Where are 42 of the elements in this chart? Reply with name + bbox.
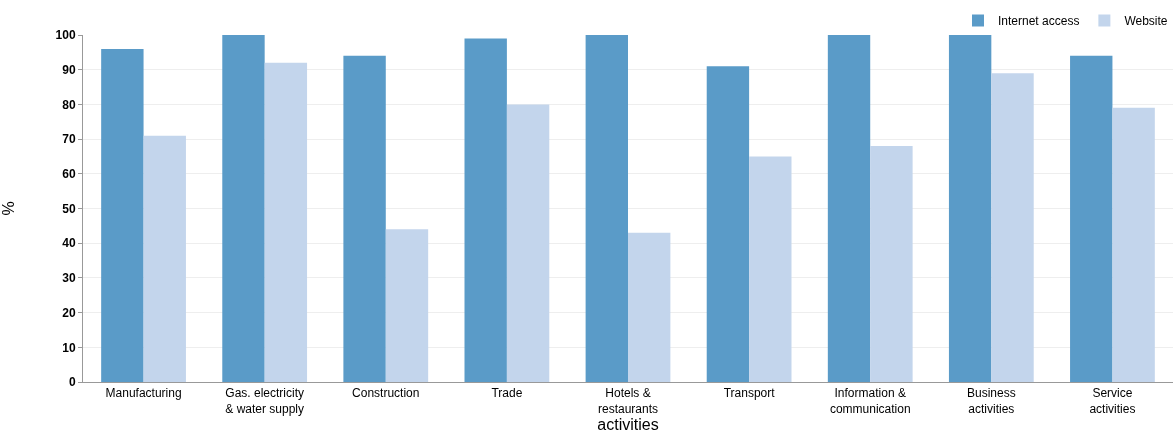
y-tick-label: 80 bbox=[62, 97, 76, 112]
bar bbox=[506, 104, 550, 382]
bar bbox=[870, 146, 913, 382]
y-tick-label: 40 bbox=[62, 236, 76, 251]
y-tick-label: 60 bbox=[62, 167, 76, 181]
bar bbox=[948, 35, 992, 382]
y-tick-label: 20 bbox=[62, 305, 76, 320]
bar bbox=[628, 232, 671, 382]
bar bbox=[101, 48, 144, 382]
y-tick-label: 30 bbox=[62, 271, 76, 286]
x-tick-label: Business activities bbox=[966, 386, 1016, 416]
y-tick-label: 100 bbox=[55, 28, 76, 43]
x-tick-label: Information & communication bbox=[829, 386, 911, 416]
legend-label: Internet access bbox=[998, 14, 1080, 29]
y-tick-label: 90 bbox=[62, 62, 76, 77]
bar bbox=[464, 38, 507, 382]
y-tick-label: 70 bbox=[62, 132, 76, 147]
x-tick-label: Trade bbox=[491, 386, 523, 401]
bar bbox=[343, 55, 386, 382]
bar bbox=[1112, 107, 1155, 382]
x-tick-label: Construction bbox=[352, 386, 420, 401]
bar bbox=[585, 35, 628, 382]
bar bbox=[749, 156, 792, 382]
bar bbox=[143, 135, 186, 382]
bar bbox=[264, 62, 308, 382]
bar bbox=[706, 66, 750, 382]
bar bbox=[385, 229, 429, 382]
y-axis-title: % bbox=[0, 201, 17, 216]
bar bbox=[1070, 55, 1113, 382]
x-axis-title: activities bbox=[597, 416, 659, 433]
bar bbox=[827, 35, 871, 382]
y-tick-label: 10 bbox=[62, 340, 76, 355]
x-tick-label: Manufacturing bbox=[105, 386, 182, 401]
y-tick-label: 0 bbox=[68, 375, 76, 390]
bar bbox=[222, 35, 265, 382]
legend-label: Website bbox=[1124, 14, 1168, 29]
x-tick-label: Transport bbox=[723, 386, 776, 401]
x-tick-label: Service activities bbox=[1089, 386, 1136, 416]
y-tick-label: 50 bbox=[62, 201, 76, 216]
bar bbox=[991, 73, 1034, 382]
x-tick-label: Hotels & restaurants bbox=[597, 386, 659, 416]
x-tick-label: Gas. electricity & water supply bbox=[225, 386, 305, 416]
